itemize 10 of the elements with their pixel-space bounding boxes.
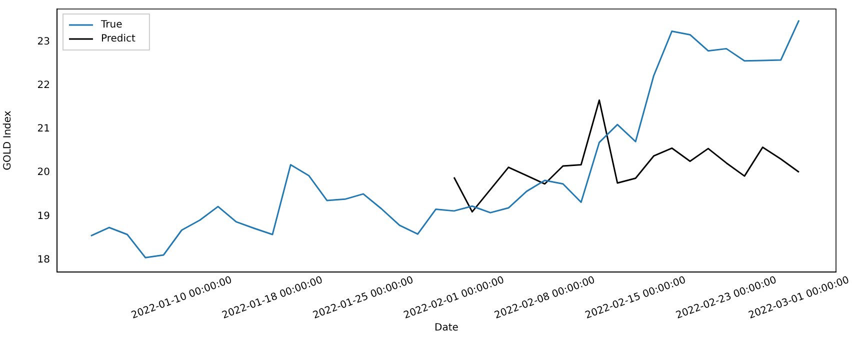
y-tick-label: 23 [37,36,50,48]
y-tick-label: 20 [37,167,50,178]
legend-label: Predict [101,34,136,45]
y-tick-label: 21 [37,124,50,135]
y-tick-label: 18 [37,254,50,266]
x-axis-title: Date [434,322,458,334]
y-tick-label: 22 [37,80,50,91]
y-axis-title: GOLD Index [2,110,14,170]
y-tick-label: 19 [37,210,50,222]
legend-label: True [100,20,122,31]
